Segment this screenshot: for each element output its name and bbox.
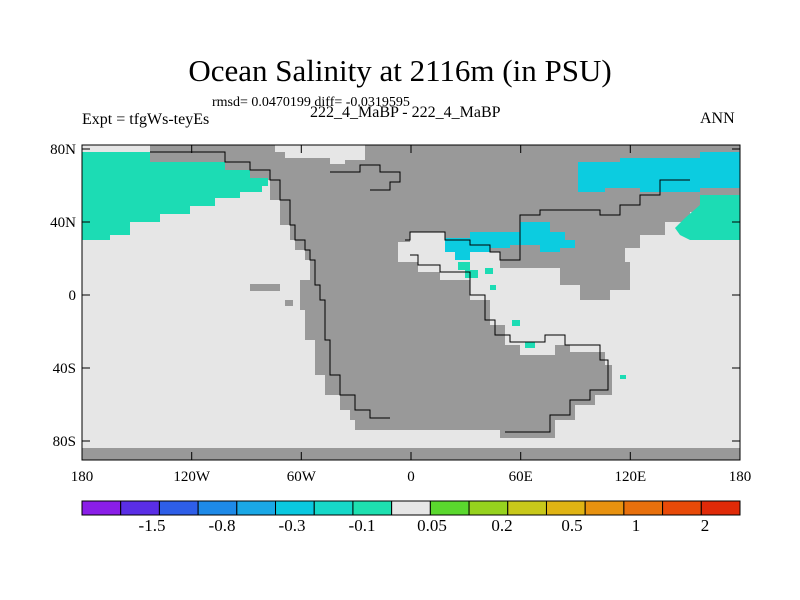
colorbar-label-2: -0.8: [209, 516, 236, 535]
land-eurasia-africa: [340, 150, 740, 438]
colorbar-box-3: [158, 500, 199, 516]
anomaly-west-pacific: [675, 195, 740, 240]
land-patch-islet: [285, 300, 293, 306]
colorbar-labels: -1.5 -0.8 -0.3 -0.1 0.05 0.2 0.5 1 2: [139, 516, 710, 535]
colorbar-box-7: [313, 500, 354, 516]
anomaly-black-sea: [458, 262, 478, 278]
colorbar-label-6: 0.2: [491, 516, 512, 535]
colorbar-box-14: [584, 500, 625, 516]
lat-label-0: 0: [69, 288, 77, 304]
lon-label-180e: 180: [729, 469, 752, 485]
lon-axis: [81, 145, 741, 460]
anomaly-spot-4: [620, 375, 626, 379]
lat-axis: [82, 148, 740, 442]
anomaly-areas: [82, 152, 740, 379]
lat-label-40N: 40N: [50, 215, 76, 231]
anomaly-north-pacific: [82, 152, 268, 230]
colorbar-label-8: 1: [632, 516, 641, 535]
colorbar: [81, 500, 741, 516]
colorbar-box-17: [700, 500, 741, 516]
colorbar-box-16: [662, 500, 702, 516]
anomaly-north-pacific-wedge: [82, 230, 130, 240]
lon-label-60E: 60E: [509, 469, 533, 485]
coastline-eurasia: [405, 179, 690, 261]
lon-label-120E: 120E: [614, 469, 646, 485]
experiment-label: Expt = tfgWs-teyEs: [82, 111, 210, 128]
colorbar-box-10: [429, 500, 470, 516]
anomaly-arctic-east: [578, 152, 740, 192]
lat-label-40S: 40S: [53, 361, 76, 377]
map-plot: [81, 144, 741, 461]
colorbar-label-5: 0.05: [417, 516, 447, 535]
lon-label-60W: 60W: [287, 469, 317, 485]
colorbar-box-4: [197, 500, 238, 516]
colorbar-label-9: 2: [701, 516, 710, 535]
coastline-south: [330, 164, 401, 191]
colorbar-box-12: [507, 500, 547, 516]
colorbar-label-4: -0.1: [349, 516, 376, 535]
lon-label-180w: 180: [71, 469, 94, 485]
comparison-label: 222_4_MaBP - 222_4_MaBP: [310, 104, 501, 121]
land-patch-west: [250, 284, 280, 291]
colorbar-label-7: 0.5: [561, 516, 582, 535]
lat-label-80S: 80S: [53, 434, 76, 450]
colorbar-box-9: [391, 500, 431, 516]
lon-labels: 180 120W 60W 0 60E 120E 180: [71, 469, 752, 485]
anomaly-spot-5: [490, 285, 496, 290]
colorbar-box-6: [275, 500, 315, 516]
anomaly-spot-2: [512, 320, 520, 326]
lat-labels: 80N 40N 0 40S 80S: [50, 142, 76, 450]
coastline-africa: [410, 254, 609, 433]
colorbar-box-15: [623, 500, 664, 516]
colorbar-box-11: [468, 500, 509, 516]
anomaly-spot-3: [525, 342, 535, 348]
colorbar-label-1: -1.5: [139, 516, 166, 535]
lat-label-80N: 80N: [50, 142, 76, 158]
map-title: Ocean Salinity at 2116m (in PSU): [188, 53, 612, 88]
anomaly-mediterranean: [445, 222, 575, 260]
coastline-americas: [150, 151, 390, 419]
colorbar-box-1: [81, 500, 122, 516]
lon-label-120W: 120W: [173, 469, 211, 485]
land-arctic-north-america: [150, 145, 445, 430]
colorbar-box-2: [120, 500, 160, 516]
lon-label-0: 0: [407, 469, 415, 485]
colorbar-box-5: [236, 500, 277, 516]
land-north-east: [440, 145, 740, 178]
season-label: ANN: [700, 110, 735, 127]
colorbar-box-13: [545, 500, 586, 516]
colorbar-box-8: [352, 500, 393, 516]
coastlines: [150, 151, 690, 433]
stats-subtitle: rmsd= 0.0470199 diff= -0.0319595: [212, 95, 410, 110]
anomaly-spot-1: [485, 268, 493, 274]
colorbar-label-3: -0.3: [279, 516, 306, 535]
